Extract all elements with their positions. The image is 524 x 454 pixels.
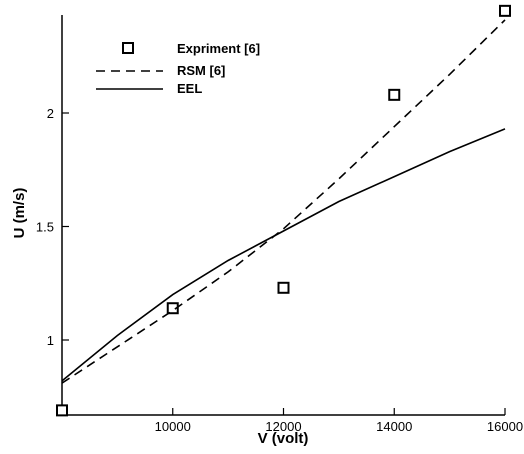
- x-tick-label: 10000: [155, 419, 191, 434]
- legend-label-eel: EEL: [177, 81, 202, 96]
- experiment-data-point: [499, 4, 511, 17]
- legend-item-rsm: RSM [6]: [96, 63, 225, 78]
- axes: [61, 15, 505, 416]
- legend-label-expriment: Expriment [6]: [177, 41, 260, 56]
- x-tick-label: 14000: [376, 419, 412, 434]
- x-ticks: 10000 12000 14000 16000: [155, 408, 523, 434]
- y-ticks: 11.52: [36, 106, 69, 348]
- experiment-data-point: [166, 302, 179, 315]
- y-tick-label: 1: [47, 333, 54, 348]
- legend: Expriment [6] RSM [6] EEL: [96, 41, 260, 96]
- legend-label-rsm: RSM [6]: [177, 63, 225, 78]
- rsm-dashed-line: [61, 19, 506, 384]
- legend-item-eel: EEL: [96, 81, 202, 96]
- legend-item-expriment: Expriment [6]: [122, 41, 260, 56]
- y-axis-label: U (m/s): [11, 188, 28, 239]
- x-tick-label: 12000: [265, 419, 301, 434]
- experiment-data-point: [277, 281, 290, 294]
- eel-solid-line: [61, 128, 506, 382]
- experiment-data-point: [388, 88, 401, 101]
- x-axis-label: V (volt): [258, 430, 309, 447]
- experiment-data-point: [56, 404, 68, 417]
- series-layer: [56, 4, 511, 417]
- x-tick-label: 16000: [487, 419, 523, 434]
- legend-square-marker: [122, 42, 134, 54]
- y-tick-label: 2: [47, 106, 54, 121]
- y-tick-label: 1.5: [36, 220, 54, 235]
